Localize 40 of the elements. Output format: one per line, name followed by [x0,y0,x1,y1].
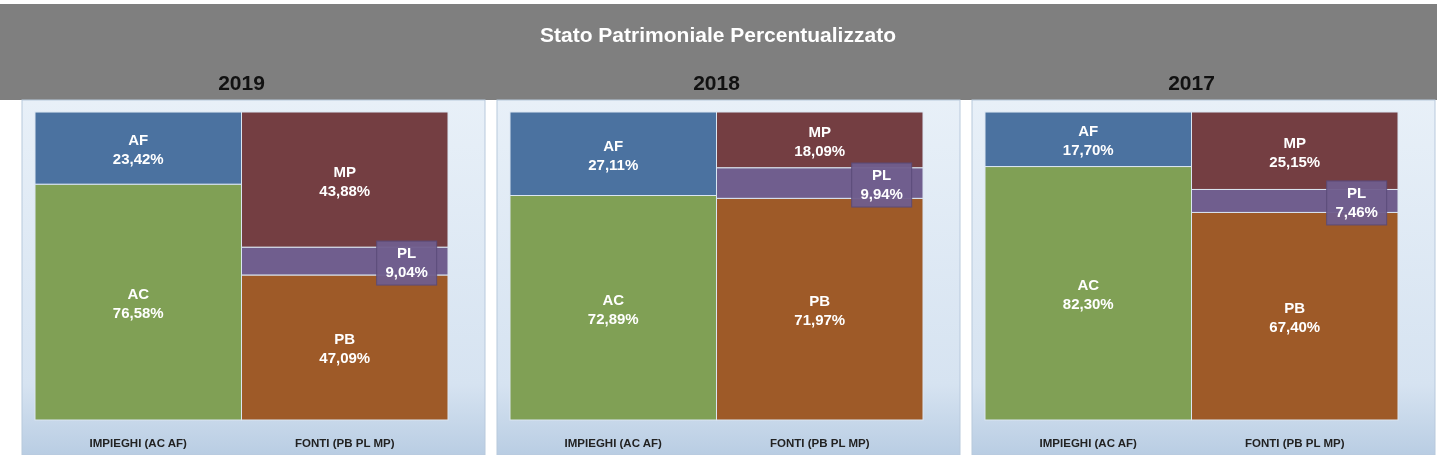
series-label: PL [1347,183,1367,201]
data-label: 18,09% [794,141,846,159]
x-tick-label: FONTI (PB PL MP) [1245,437,1345,449]
series-label: AC [127,285,150,303]
x-tick-label: FONTI (PB PL MP) [295,437,395,449]
data-label: 7,46% [1335,202,1378,220]
series-label: PB [334,330,356,348]
series-label: AC [602,290,625,308]
data-label: 71,97% [794,311,846,329]
series-label: MP [1283,133,1306,151]
data-label: 72,89% [587,309,639,327]
series-label: AF [128,131,149,149]
chart-subtitle: 2018 [693,71,741,94]
chart-title: Stato Patrimoniale Percentualizzato [540,23,896,46]
series-label: AF [603,136,624,154]
series-label: AC [1077,276,1100,294]
data-label: 9,94% [860,185,903,203]
data-label: 23,42% [112,150,164,168]
data-label: 67,40% [1269,318,1321,336]
series-label: AF [1078,122,1099,140]
series-label: PB [809,292,831,310]
series-label: MP [808,122,831,140]
series-label: MP [333,162,356,180]
data-label: 47,09% [319,349,371,367]
data-label: 9,04% [385,263,428,281]
x-tick-label: IMPIEGHI (AC AF) [1039,437,1138,449]
series-label: PB [1284,299,1306,317]
series-label: PL [872,166,892,184]
data-label: 27,11% [588,155,639,173]
data-label: 43,88% [319,181,371,199]
series-label: PL [397,244,417,262]
data-label: 76,58% [112,304,164,322]
chart-subtitle: 2019 [218,71,265,94]
data-label: 17,70% [1062,141,1114,159]
x-tick-label: IMPIEGHI (AC AF) [89,437,188,449]
data-label: 82,30% [1062,295,1114,313]
x-tick-label: IMPIEGHI (AC AF) [564,437,663,449]
x-tick-label: FONTI (PB PL MP) [770,437,870,449]
data-label: 25,15% [1269,152,1321,170]
chart-subtitle: 2017 [1168,71,1215,94]
